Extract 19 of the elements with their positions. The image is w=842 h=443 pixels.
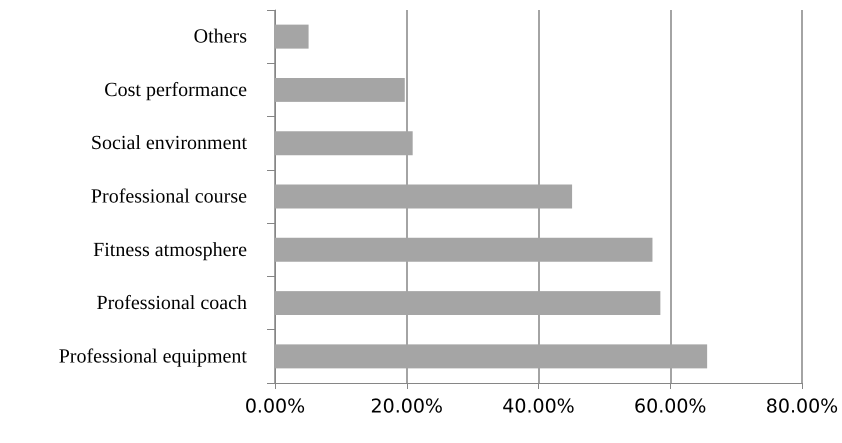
x-tick-label: 0.00% bbox=[244, 396, 306, 418]
bar bbox=[275, 291, 660, 316]
y-tick-label: Professional equipment bbox=[58, 345, 248, 368]
y-tick-label: Cost performance bbox=[104, 78, 248, 101]
y-tick-label: Professional coach bbox=[96, 292, 247, 314]
bar bbox=[275, 184, 572, 208]
y-tick-label: Others bbox=[194, 26, 248, 48]
x-tick-label: 80.00% bbox=[766, 396, 838, 418]
bar bbox=[275, 78, 405, 102]
x-tick-label: 20.00% bbox=[370, 396, 443, 418]
bar bbox=[275, 24, 309, 49]
y-tick-label: Professional course bbox=[90, 186, 248, 208]
bar bbox=[275, 131, 413, 156]
y-tick-label: Fitness atmosphere bbox=[93, 238, 248, 261]
bar bbox=[275, 344, 708, 368]
bar bbox=[275, 238, 652, 262]
x-tick-label: 60.00% bbox=[634, 396, 706, 418]
y-tick-label: Social environment bbox=[90, 132, 248, 154]
x-tick-label: 40.00% bbox=[502, 396, 575, 418]
